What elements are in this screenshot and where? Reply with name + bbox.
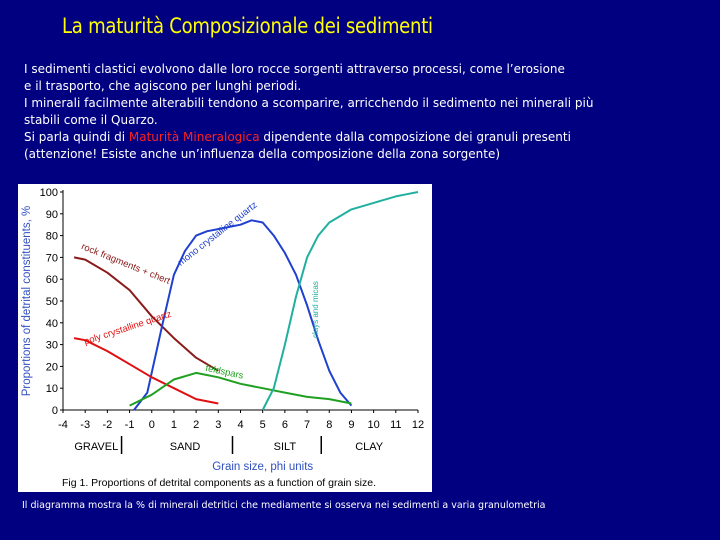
size-class-label: CLAY	[355, 441, 384, 453]
text-line: Si parla quindi di Maturità Mineralogica…	[24, 129, 704, 146]
series-label: mono crystalline quartz	[176, 200, 260, 269]
y-tick-label: 90	[46, 209, 58, 221]
text-line: stabili come il Quarzo.	[24, 113, 158, 127]
x-tick-label: 11	[390, 419, 401, 431]
x-tick-label: 0	[149, 419, 155, 431]
x-tick-label: -1	[125, 419, 135, 431]
figure-panel: 0 10 20 30 40 50 60 70 80 90 100 -4 -3 -2 -1 0 1 2 3 4 5 6 7 8 9…	[18, 184, 432, 492]
x-tick-label: -2	[102, 419, 112, 431]
series-line	[129, 371, 352, 407]
text-fragment: Si parla quindi di	[24, 130, 129, 144]
text-line: I minerali facilmente alterabili tendono…	[24, 96, 594, 110]
y-tick-label: 60	[46, 274, 58, 286]
x-tick-label: -4	[58, 419, 68, 431]
highlight-term: Maturità Mineralogica	[128, 130, 260, 144]
x-tick-label: 1	[171, 419, 177, 431]
body-text: I sedimenti clastici evolvono dalle loro…	[24, 61, 704, 163]
x-tick-label: 3	[215, 419, 221, 431]
figure-caption: Fig 1. Proportions of detrital component…	[62, 477, 376, 489]
slide-title: La maturità Composizionale dei sedimenti	[62, 14, 433, 38]
series-line	[261, 191, 419, 411]
text-line: (attenzione! Esiste anche un’influenza d…	[24, 147, 501, 161]
y-tick-label: 100	[40, 187, 58, 199]
size-class-label: GRAVEL	[74, 441, 118, 453]
series-line	[73, 256, 219, 372]
series-label: clays and micas	[311, 281, 320, 338]
y-tick-label: 0	[52, 405, 58, 417]
x-tick-label: 12	[412, 419, 424, 431]
x-tick-label: 6	[282, 419, 288, 431]
x-tick-label: 4	[237, 419, 243, 431]
x-tick-label: 10	[368, 419, 380, 431]
slide-caption: Il diagramma mostra la % di minerali det…	[22, 500, 546, 511]
y-tick-label: 70	[46, 252, 58, 264]
text-fragment: dipendente dalla composizione dei granul…	[259, 130, 571, 144]
x-tick-label: 7	[304, 419, 310, 431]
x-tick-label: 8	[326, 419, 332, 431]
series-label: poly crystalline quartz	[83, 309, 174, 348]
text-line: I sedimenti clastici evolvono dalle loro…	[24, 62, 565, 76]
y-tick-label: 40	[46, 318, 58, 330]
series-line	[133, 219, 353, 411]
y-tick-label: 80	[46, 231, 58, 243]
y-tick-label: 10	[46, 383, 58, 395]
series-line	[73, 337, 219, 405]
x-tick-label: 5	[260, 419, 266, 431]
y-axis-title: Proportions of detrital constituents, %	[21, 206, 33, 397]
y-tick-label: 20	[46, 361, 58, 373]
y-tick-label: 50	[46, 296, 58, 308]
x-tick-label: 2	[193, 419, 199, 431]
y-tick-label: 30	[46, 340, 58, 352]
x-tick-label: -3	[80, 419, 90, 431]
x-tick-label: 9	[348, 419, 354, 431]
text-line: e il trasporto, che agiscono per lunghi …	[24, 79, 302, 93]
size-class-label: SAND	[170, 441, 201, 453]
x-axis-title: Grain size, phi units	[212, 461, 313, 473]
size-class-label: SILT	[274, 441, 297, 453]
